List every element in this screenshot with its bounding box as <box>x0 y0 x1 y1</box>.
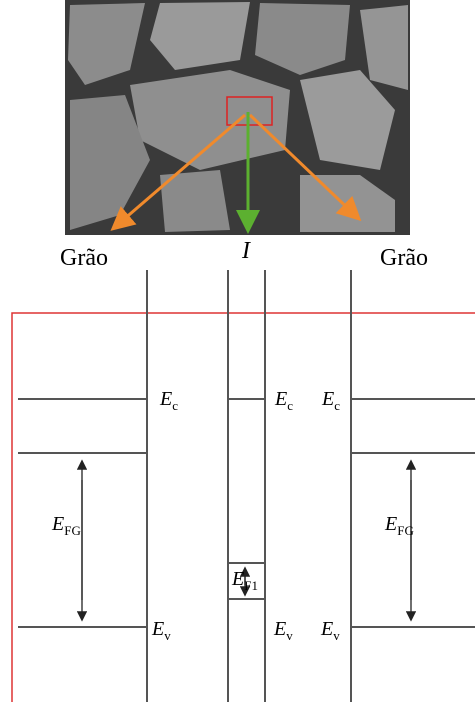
energy-subscript: v <box>286 628 293 643</box>
energy-subscript: FG <box>64 523 81 538</box>
band-label: Ec <box>274 388 293 413</box>
right-grain-label: Grão <box>380 245 428 271</box>
energy-symbol: E <box>273 618 286 640</box>
energy-symbol: E <box>231 568 244 590</box>
energy-symbol: E <box>321 388 334 410</box>
energy-subscript: v <box>164 628 171 643</box>
energy-symbol: E <box>151 618 164 640</box>
band-label: EFG <box>384 513 414 538</box>
band-label: Ec <box>159 388 178 413</box>
band-label: Ec <box>321 388 340 413</box>
energy-symbol: E <box>384 513 397 535</box>
band-label: Ev <box>320 618 340 643</box>
interface-label: I <box>241 238 251 264</box>
energy-subscript: F1 <box>244 578 258 593</box>
energy-subscript: FG <box>397 523 414 538</box>
energy-symbol: E <box>320 618 333 640</box>
energy-subscript: c <box>287 398 293 413</box>
energy-symbol: E <box>274 388 287 410</box>
micrograph <box>65 0 410 235</box>
energy-subscript: c <box>172 398 178 413</box>
energy-symbol: E <box>51 513 64 535</box>
energy-symbol: E <box>159 388 172 410</box>
band-label: Ev <box>151 618 171 643</box>
band-diagram <box>12 270 475 702</box>
band-label: EFG <box>51 513 81 538</box>
left-grain-label: Grão <box>60 245 108 271</box>
page: Grão I Grão EcEcEcEFGEFGEF1EvEvEv <box>0 0 475 702</box>
band-label: Ev <box>273 618 293 643</box>
energy-subscript: c <box>334 398 340 413</box>
energy-subscript: v <box>333 628 340 643</box>
